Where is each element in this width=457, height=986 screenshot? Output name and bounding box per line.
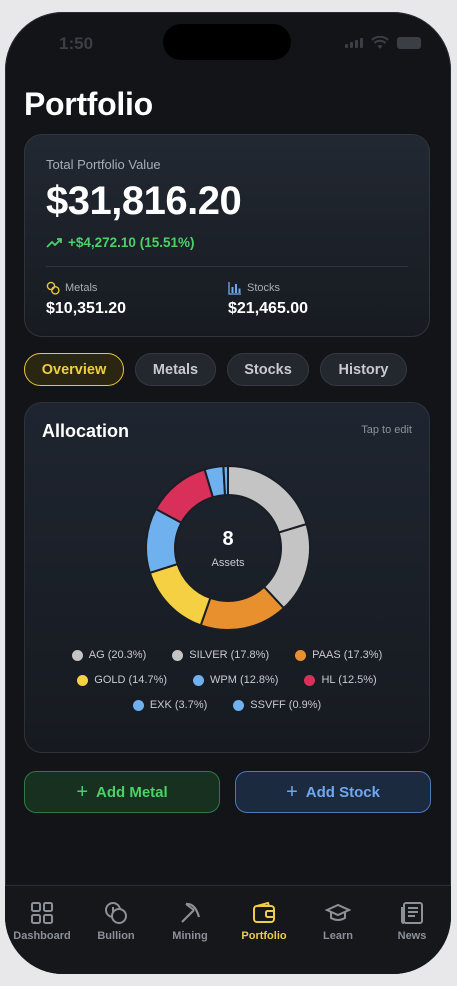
- add-metal-button[interactable]: + Add Metal: [24, 771, 220, 813]
- portfolio-summary-card: Total Portfolio Value $31,816.20 +$4,272…: [24, 134, 430, 337]
- nav-label: Bullion: [97, 930, 135, 942]
- legend-label: WPM (12.8%): [210, 674, 279, 686]
- legend-swatch: [304, 674, 316, 686]
- dashboard-icon: [31, 902, 53, 924]
- legend-row: AG (20.3%) SILVER (17.8%) PAAS (17.3%): [25, 649, 429, 661]
- graduation-cap-icon: [325, 903, 351, 921]
- bar-chart-icon: [228, 282, 241, 295]
- slice-ssvff[interactable]: [222, 464, 229, 497]
- summary-divider: [46, 266, 408, 267]
- coins-icon: [46, 281, 60, 295]
- segment-tabs: Overview Metals Stocks History: [24, 353, 407, 386]
- allocation-donut-chart[interactable]: [138, 458, 318, 638]
- legend-swatch: [71, 649, 83, 661]
- legend-item-gold: GOLD (14.7%): [77, 674, 167, 686]
- legend-item-paas: PAAS (17.3%): [295, 649, 382, 661]
- newspaper-icon: [401, 902, 423, 924]
- plus-icon: +: [286, 781, 298, 803]
- pickaxe-icon: [181, 902, 201, 923]
- legend-label: SSVFF (0.9%): [250, 699, 322, 711]
- nav-portfolio[interactable]: Portfolio: [229, 900, 299, 942]
- stocks-value: $21,465.00: [228, 300, 309, 317]
- nav-news[interactable]: News: [377, 900, 447, 942]
- legend-label: EXK (3.7%): [149, 699, 208, 711]
- add-metal-label: Add Metal: [96, 783, 168, 801]
- legend-swatch: [193, 674, 205, 686]
- allocation-title: Allocation: [42, 421, 130, 441]
- stocks-label: Stocks: [247, 282, 281, 294]
- nav-label: Dashboard: [13, 930, 71, 942]
- signal-icon: [345, 38, 363, 48]
- nav-label: Learn: [323, 930, 353, 942]
- legend-label: HL (12.5%): [321, 674, 377, 686]
- nav-label: Portfolio: [241, 930, 287, 942]
- coins-icon: [105, 902, 127, 924]
- tap-to-edit-hint[interactable]: Tap to edit: [361, 424, 412, 436]
- plus-icon: +: [76, 781, 88, 803]
- add-stock-label: Add Stock: [305, 783, 380, 801]
- tab-metals[interactable]: Metals: [135, 353, 216, 386]
- legend-swatch: [77, 674, 89, 686]
- legend-label: SILVER (17.8%): [189, 649, 270, 661]
- stocks-summary: Stocks $21,465.00: [228, 281, 308, 318]
- legend-label: PAAS (17.3%): [312, 649, 383, 661]
- nav-mining[interactable]: Mining: [155, 900, 225, 942]
- tab-stocks[interactable]: Stocks: [227, 353, 309, 386]
- legend-item-silver: SILVER (17.8%): [172, 649, 269, 661]
- gain-text: +$4,272.10 (15.51%): [68, 235, 195, 250]
- legend-label: GOLD (14.7%): [94, 674, 168, 686]
- page-title: Portfolio: [24, 86, 153, 122]
- legend-swatch: [295, 649, 307, 661]
- battery-icon: [397, 37, 421, 49]
- asset-count-label: Assets: [211, 556, 245, 569]
- legend-row: GOLD (14.7%) WPM (12.8%) HL (12.5%): [25, 674, 429, 686]
- legend-swatch: [132, 699, 144, 711]
- phone-screen: 1:50 Portfolio Total Portfolio Value $31…: [5, 12, 451, 974]
- legend-item-hl: HL (12.5%): [304, 674, 377, 686]
- dynamic-island: [163, 24, 291, 60]
- nav-label: Mining: [172, 930, 208, 942]
- legend-row: EXK (3.7%) SSVFF (0.9%): [25, 699, 429, 711]
- asset-count: 8: [222, 527, 234, 550]
- legend-item-ag: AG (20.3%): [71, 649, 147, 661]
- nav-dashboard[interactable]: Dashboard: [7, 900, 77, 942]
- total-value: $31,816.20: [46, 179, 242, 223]
- tab-history[interactable]: History: [320, 353, 407, 386]
- wallet-icon: [253, 901, 275, 923]
- legend-item-wpm: WPM (12.8%): [193, 674, 278, 686]
- add-stock-button[interactable]: + Add Stock: [235, 771, 431, 813]
- legend-item-ssvff: SSVFF (0.9%): [233, 699, 321, 711]
- wifi-icon: [371, 36, 389, 49]
- nav-learn[interactable]: Learn: [303, 900, 373, 942]
- status-bar: 1:50: [5, 12, 451, 70]
- bottom-tab-bar: Dashboard Bullion Mining Portfolio Learn…: [5, 885, 451, 974]
- tab-overview[interactable]: Overview: [24, 353, 124, 386]
- nav-label: News: [397, 930, 427, 942]
- status-time: 1:50: [59, 34, 94, 53]
- legend-label: AG (20.3%): [88, 649, 147, 661]
- nav-bullion[interactable]: Bullion: [81, 900, 151, 942]
- metals-label: Metals: [65, 282, 98, 294]
- chart-legend: AG (20.3%) SILVER (17.8%) PAAS (17.3%) GOLD…: [25, 649, 429, 724]
- legend-item-exk: EXK (3.7%): [132, 699, 208, 711]
- metals-summary: Metals $10,351.20: [46, 281, 126, 318]
- donut-center: 8 Assets: [138, 458, 318, 638]
- gain-indicator: +$4,272.10 (15.51%): [46, 235, 194, 250]
- trending-up-icon: [46, 237, 62, 248]
- legend-swatch: [233, 699, 245, 711]
- allocation-card: Allocation Tap to edit 8 Assets AG (20.3…: [24, 402, 430, 753]
- total-value-label: Total Portfolio Value: [46, 157, 161, 172]
- legend-swatch: [172, 649, 184, 661]
- metals-value: $10,351.20: [46, 300, 127, 317]
